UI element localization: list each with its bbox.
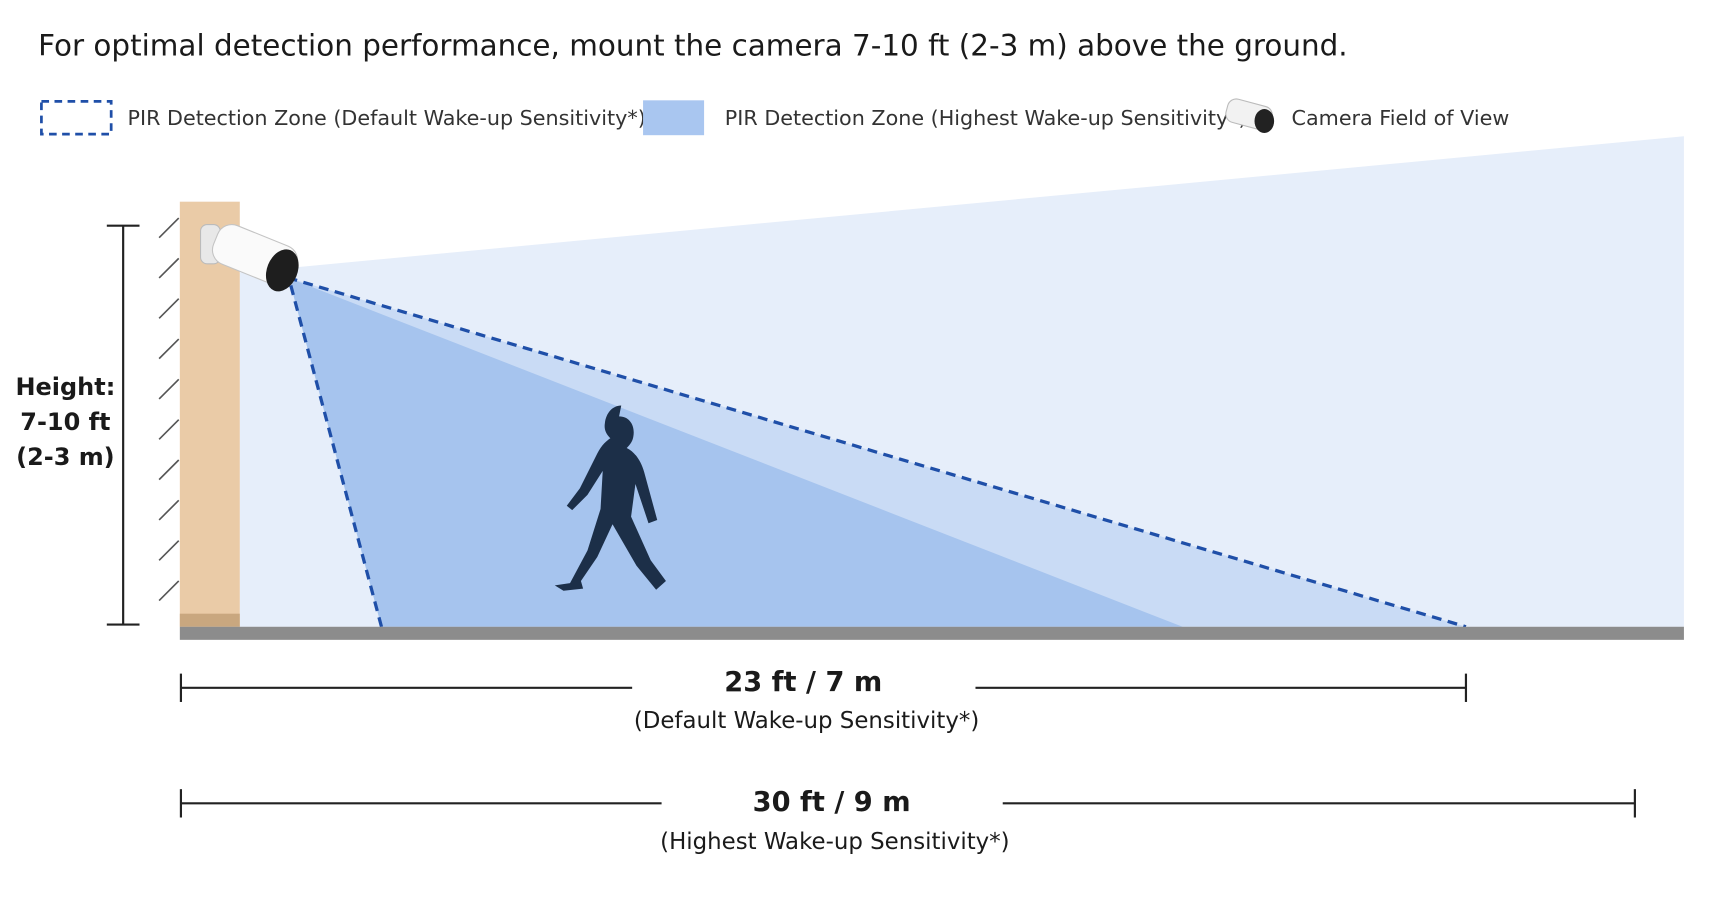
legend-camera-icon — [1225, 98, 1275, 134]
legend-fill-swatch — [643, 100, 705, 136]
highest-zone-fill — [288, 277, 1183, 627]
distance-note: (Highest Wake-up Sensitivity*) — [660, 829, 1009, 855]
distance-label: 30 ft / 9 m — [753, 787, 911, 818]
legend-dashed-swatch — [40, 100, 113, 136]
distance-label: 23 ft / 7 m — [724, 667, 882, 698]
distance-note: (Default Wake-up Sensitivity*) — [634, 708, 979, 734]
height-label: 7-10 ft — [20, 408, 110, 436]
height-label: (2-3 m) — [16, 443, 115, 471]
camera — [200, 224, 299, 292]
person-silhouette — [554, 405, 666, 591]
height-bar — [106, 224, 140, 626]
legend-label: PIR Detection Zone (Default Wake-up Sens… — [128, 106, 646, 130]
dimension-line-highest — [179, 789, 1636, 818]
legend-label: Camera Field of View — [1292, 106, 1510, 130]
wall-base — [179, 613, 240, 627]
ground — [179, 626, 1684, 640]
wall-hatching — [158, 217, 180, 602]
dimension-line-default — [179, 673, 1468, 702]
wall — [179, 201, 240, 627]
title: For optimal detection performance, mount… — [38, 28, 1347, 62]
height-label: Height: — [15, 373, 115, 401]
legend-label: PIR Detection Zone (Highest Wake-up Sens… — [725, 106, 1247, 130]
